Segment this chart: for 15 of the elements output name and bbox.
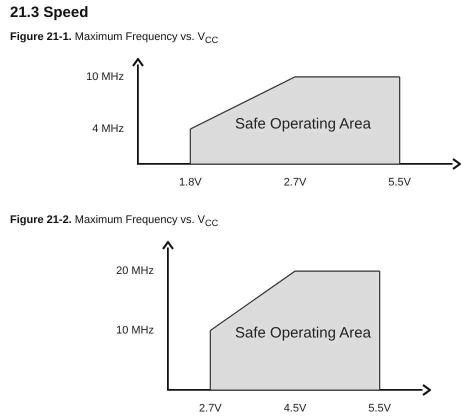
text: 21.3 Speed xyxy=(10,4,90,22)
x-tick-label: 5.5V xyxy=(388,176,412,188)
y-tick-label: 20 MHz xyxy=(116,265,154,278)
x-tick-label: 5.5V xyxy=(368,402,392,414)
y-tick-label: 10 MHz xyxy=(116,324,154,337)
x-tick-label: 4.5V xyxy=(284,402,307,414)
x-tick-label: 1.8V xyxy=(179,176,202,188)
y-tick-label: 4 MHz xyxy=(92,123,124,136)
text: Figure 21-2. Maximum Frequency vs. V$_{CC}$ xyxy=(10,214,220,228)
x-tick-label: 2.7V xyxy=(284,176,307,188)
chart-subtitle: Figure 21-1. Maximum Frequency vs. V$_{CC}$ xyxy=(10,31,220,46)
y-tick-label: 10 MHz xyxy=(86,70,124,83)
annotation: Safe Operating Area xyxy=(235,324,372,342)
annotation: Safe Operating Area xyxy=(235,116,372,133)
x-tick-label: 2.7V xyxy=(199,402,222,414)
